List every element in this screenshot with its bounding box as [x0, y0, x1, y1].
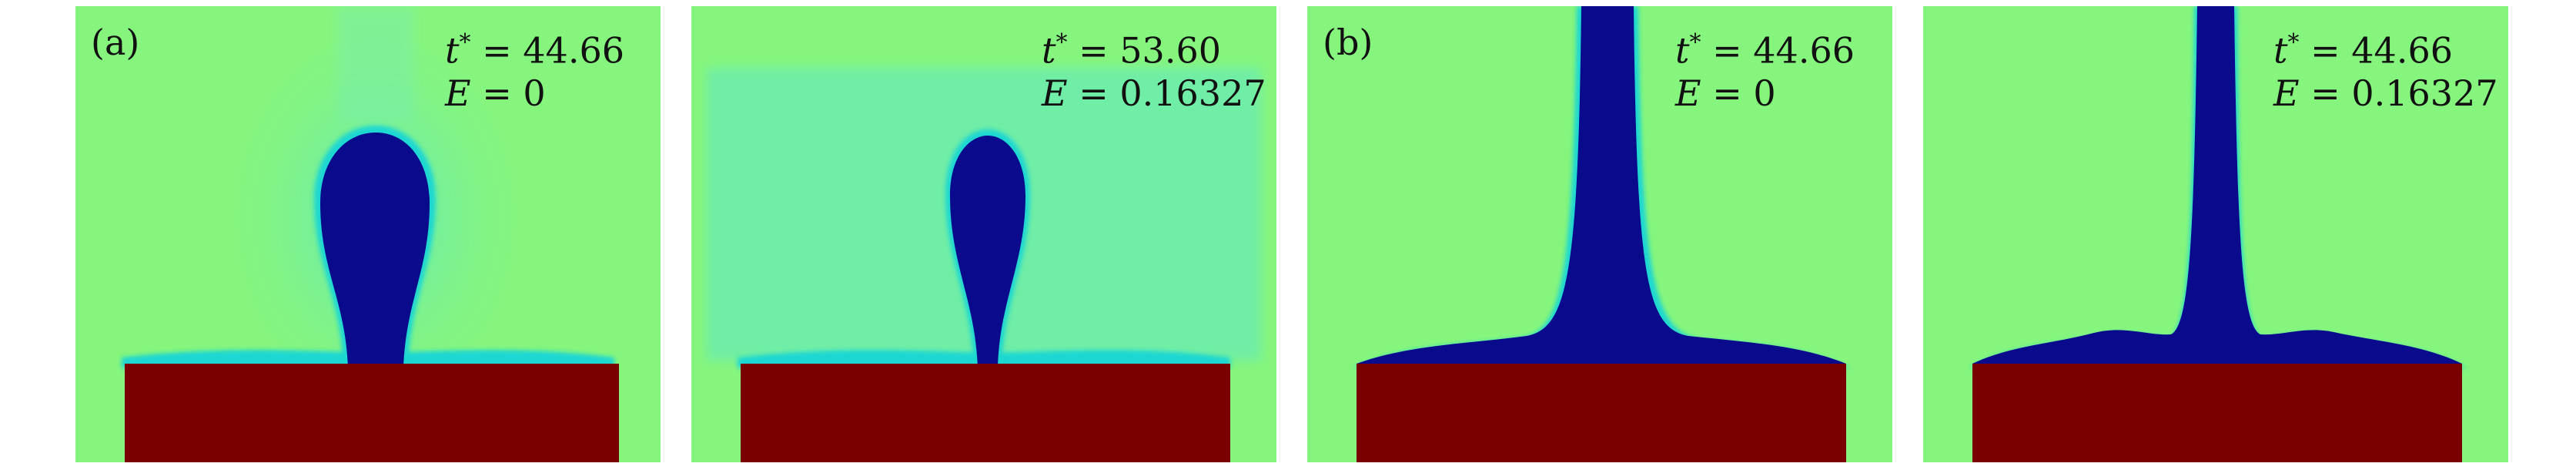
field-plot	[691, 6, 1276, 462]
substrate	[741, 364, 1230, 462]
t-value: = 53.60	[1079, 29, 1221, 72]
substrate	[1357, 364, 1846, 462]
annotation: t* = 44.66 E = 0	[1675, 22, 1855, 115]
annotation: t* = 53.60 E = 0.16327	[1042, 22, 1266, 115]
t-value: = 44.66	[1712, 29, 1855, 72]
e-value: = 0.16327	[1079, 72, 1266, 115]
e-label: E	[2273, 72, 2300, 115]
t-sup: *	[1689, 29, 1701, 56]
e-label: E	[1042, 72, 1068, 115]
panel-b-right: t* = 44.66 E = 0.16327	[1923, 6, 2508, 462]
t-value: = 44.66	[482, 29, 624, 72]
annotation: t* = 44.66 E = 0	[445, 22, 624, 115]
t-sup: *	[2287, 29, 2300, 56]
field-plot	[1307, 6, 1892, 462]
t-sup: *	[459, 29, 471, 56]
t-label: t	[1042, 29, 1056, 72]
t-label: t	[1675, 29, 1690, 72]
t-label: t	[2273, 29, 2288, 72]
jet-film	[1972, 6, 2462, 364]
e-value: = 0.16327	[2310, 72, 2498, 115]
substrate	[125, 364, 619, 462]
annotation: t* = 44.66 E = 0.16327	[2273, 22, 2498, 115]
t-value: = 44.66	[2310, 29, 2453, 72]
panel-tag: (b)	[1323, 22, 1373, 63]
field-plot	[1923, 6, 2508, 462]
t-label: t	[445, 29, 460, 72]
jet-film	[1357, 6, 1846, 364]
panel-a-right: t* = 53.60 E = 0.16327	[691, 6, 1276, 462]
droplet	[950, 136, 1025, 368]
substrate	[1972, 364, 2462, 462]
t-sup: *	[1055, 29, 1068, 56]
e-value: = 0	[1712, 72, 1776, 115]
e-label: E	[1675, 72, 1701, 115]
field-plot	[75, 6, 661, 462]
e-value: = 0	[482, 72, 546, 115]
panel-b-left: (b) t* = 44.66 E = 0	[1307, 6, 1892, 462]
panel-a-left: (a) t* = 44.66 E = 0	[75, 6, 661, 462]
e-label: E	[445, 72, 471, 115]
panel-tag: (a)	[91, 22, 140, 63]
droplet	[320, 133, 430, 368]
